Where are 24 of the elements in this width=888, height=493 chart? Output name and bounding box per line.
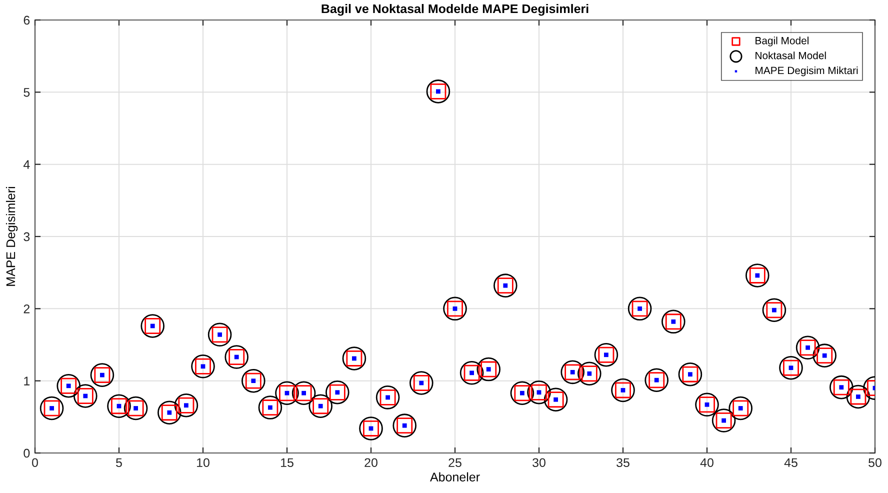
x-tick-label: 15: [281, 458, 294, 468]
y-tick-label: 2: [24, 304, 30, 314]
x-tick-label: 40: [700, 458, 714, 468]
x-tick-label: 25: [448, 458, 462, 468]
legend-label: MAPE Degisim Miktari: [756, 66, 858, 76]
y-tick-label: 3: [24, 232, 30, 242]
legend-label: Bagil Model: [756, 36, 808, 46]
y-tick-label: 1: [24, 376, 30, 386]
x-tick-label: 30: [532, 458, 546, 468]
x-tick-label: 20: [364, 458, 378, 468]
x-tick-label: 10: [197, 458, 210, 468]
y-axis-title: MAPE Degisimleri: [6, 186, 18, 286]
legend-label: Noktasal Model: [756, 52, 826, 60]
x-axis-title: Aboneler: [430, 472, 480, 482]
x-tick-label: 35: [616, 458, 630, 468]
x-tick-label: 5: [116, 458, 122, 468]
y-tick-label: 4: [23, 160, 30, 169]
y-tick-label: 5: [24, 88, 30, 97]
x-tick-label: 45: [784, 458, 798, 468]
x-tick-label: 0: [32, 458, 38, 468]
x-tick-label: 50: [868, 458, 882, 468]
chart-title: Bagil ve Noktasal Modelde MAPE Degisimleri: [322, 4, 588, 16]
y-tick-label: 0: [24, 448, 30, 458]
y-tick-label: 6: [24, 16, 30, 25]
